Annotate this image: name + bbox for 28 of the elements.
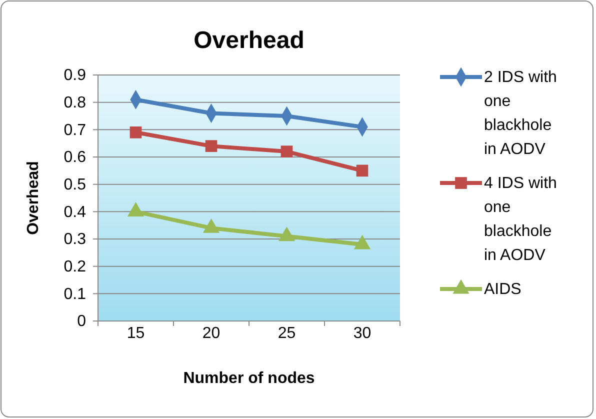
legend-label: 4 IDS with one blackhole in AODV xyxy=(484,175,557,264)
x-tick-label: 25 xyxy=(278,325,296,342)
chart-title: Overhead xyxy=(194,27,304,54)
y-tick-label: 0.8 xyxy=(64,94,86,112)
y-tick-label: 0.6 xyxy=(64,149,86,166)
y-tick-label: 0 xyxy=(77,313,86,330)
point xyxy=(278,226,296,242)
y-tick-label: 0.1 xyxy=(64,286,86,303)
y-tick-label: 0.4 xyxy=(64,204,86,221)
legend-label: AIDS xyxy=(484,281,522,298)
y-tick-label: 0.2 xyxy=(64,258,86,276)
point xyxy=(280,146,293,158)
point xyxy=(354,234,371,250)
y-axis-title: Overhead xyxy=(25,161,42,235)
y-tick-label: 0.3 xyxy=(64,231,86,248)
x-tick-label: 20 xyxy=(202,325,220,342)
x-tick-label: 15 xyxy=(126,325,145,342)
y-tick-label: 0.5 xyxy=(64,176,86,194)
x-tick-label: 30 xyxy=(353,325,372,342)
y-tick-label: 0.9 xyxy=(64,67,86,84)
point xyxy=(130,126,142,138)
point xyxy=(356,164,368,177)
y-tick-label: 0.7 xyxy=(64,122,86,139)
x-axis-title: Number of nodes xyxy=(183,370,315,387)
point xyxy=(205,140,218,152)
point xyxy=(202,218,220,233)
point xyxy=(127,202,144,216)
legend-label: 2 IDS with one blackhole in AODV xyxy=(484,69,557,158)
